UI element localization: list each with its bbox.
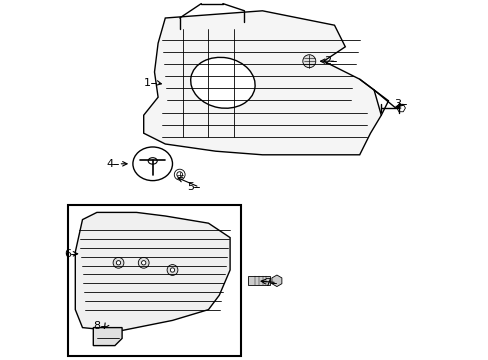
Polygon shape xyxy=(75,212,230,331)
Circle shape xyxy=(113,257,123,268)
Text: 6: 6 xyxy=(64,249,71,259)
Text: 4: 4 xyxy=(106,159,113,169)
Text: 1: 1 xyxy=(143,78,151,88)
Polygon shape xyxy=(93,328,122,346)
Circle shape xyxy=(116,261,121,265)
Text: 3: 3 xyxy=(393,99,400,109)
Circle shape xyxy=(170,268,174,272)
FancyBboxPatch shape xyxy=(68,205,241,356)
Text: 7: 7 xyxy=(264,278,271,288)
Circle shape xyxy=(167,265,178,275)
Text: 2: 2 xyxy=(323,56,330,66)
Circle shape xyxy=(174,169,185,180)
Ellipse shape xyxy=(190,57,255,108)
Circle shape xyxy=(141,261,145,265)
Text: 8: 8 xyxy=(93,321,101,331)
Ellipse shape xyxy=(133,147,172,181)
Text: 5: 5 xyxy=(187,182,194,192)
Polygon shape xyxy=(247,276,269,285)
Circle shape xyxy=(177,172,182,177)
Polygon shape xyxy=(143,11,381,155)
Ellipse shape xyxy=(148,158,157,164)
Circle shape xyxy=(138,257,149,268)
Polygon shape xyxy=(271,275,281,287)
Circle shape xyxy=(302,55,315,68)
